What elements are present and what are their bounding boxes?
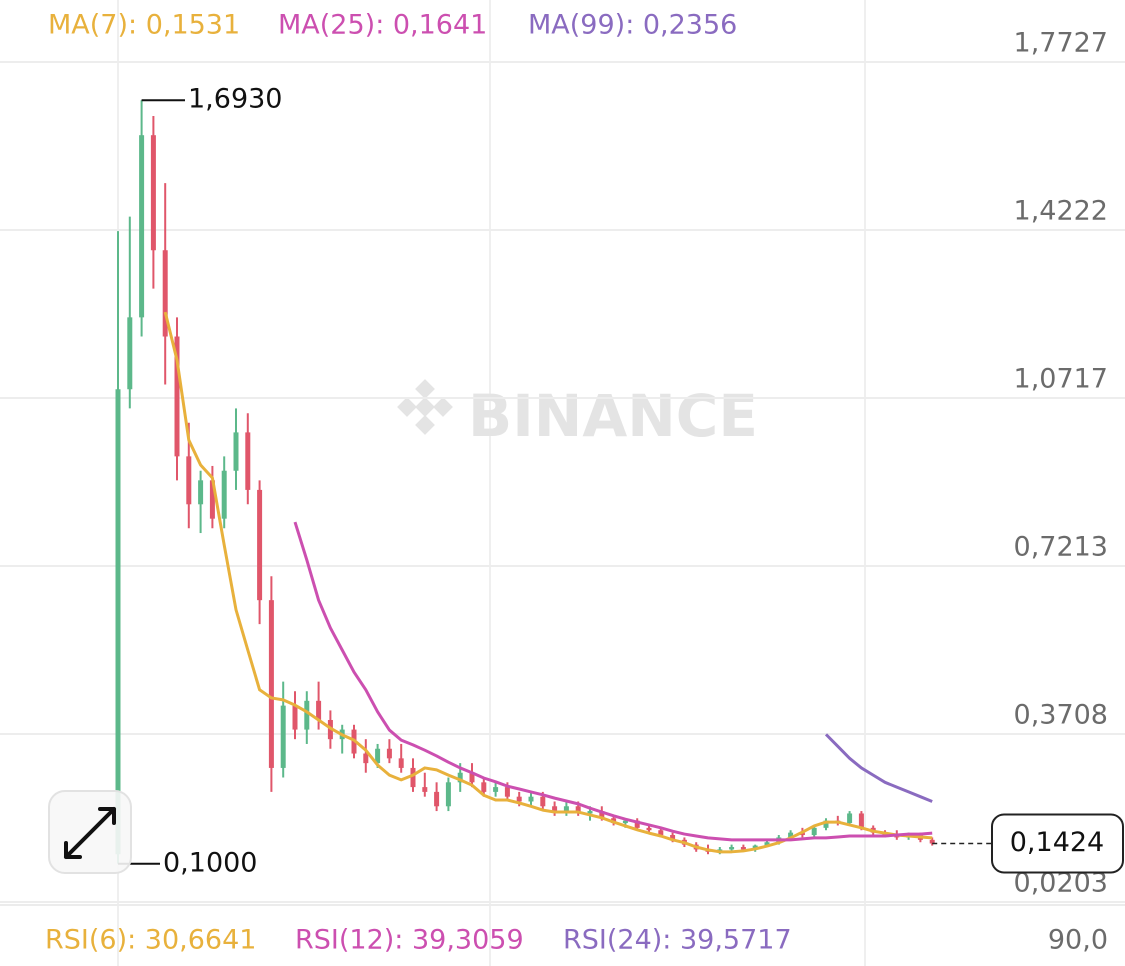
candle-body (587, 811, 593, 814)
y-tick-label: 1,7727 (1014, 28, 1108, 59)
candle-body (139, 135, 145, 318)
candle-body (233, 432, 239, 471)
candle-body (292, 705, 298, 730)
candle-body (150, 135, 156, 251)
candle-body (221, 470, 227, 519)
indicator-axis-label: 90,0 (1048, 925, 1108, 956)
candle-body (729, 847, 735, 850)
candle-body (670, 835, 676, 840)
candle-body (162, 250, 168, 337)
candle-body (847, 813, 853, 824)
logo-part (415, 415, 435, 435)
logo-part (415, 379, 435, 399)
candle-body (363, 753, 369, 764)
indicator-label: RSI(24): 39,5717 (563, 925, 792, 956)
y-tick-label: 0,3708 (1014, 699, 1108, 730)
candle-body (386, 748, 392, 759)
candle-body (398, 758, 404, 768)
legend-entry: MA(25): 0,1641 (278, 10, 487, 41)
candle-body (209, 480, 215, 519)
logo-part (433, 397, 453, 417)
candle-body (540, 796, 546, 807)
candle-body (563, 806, 569, 812)
expand-icon[interactable] (64, 807, 116, 859)
candle-body (646, 827, 652, 831)
candle-body (599, 811, 605, 819)
candle-body (504, 787, 510, 797)
candle-body (375, 748, 381, 764)
ma-line (824, 733, 933, 803)
candle-body (493, 787, 499, 792)
ma-line (163, 311, 933, 854)
candle-body (280, 705, 286, 768)
max-label: 1,6930 (188, 84, 282, 115)
legend-entry: MA(99): 0,2356 (528, 10, 737, 41)
candle-body (811, 827, 817, 836)
y-tick-label: 1,4222 (1014, 196, 1108, 227)
watermark: BINANCE (468, 382, 758, 450)
last-price-label: 0,1424 (1010, 827, 1104, 858)
candle-body (422, 787, 428, 792)
y-tick-label: 1,0717 (1014, 364, 1108, 395)
candle-body (516, 796, 522, 802)
candle-body (434, 791, 440, 807)
expand-button[interactable] (48, 790, 132, 874)
y-tick-label: 0,7213 (1014, 531, 1108, 562)
candle-body (634, 820, 640, 828)
candle-body (186, 456, 192, 505)
candle-body (198, 480, 204, 505)
candle-body (115, 389, 121, 855)
min-label: 0,1000 (163, 847, 257, 878)
candle-body (174, 336, 180, 457)
candle-body (622, 820, 628, 824)
legend-entry: MA(7): 0,1531 (48, 10, 240, 41)
candle-body (929, 839, 935, 844)
candle-body (788, 832, 794, 838)
indicator-label: RSI(6): 30,6641 (45, 925, 256, 956)
watermark-logo (397, 379, 453, 435)
candle-body (858, 813, 864, 828)
candle-body (481, 782, 487, 792)
candle-body (410, 767, 416, 788)
candle-body (528, 796, 534, 802)
ma-line (293, 521, 933, 842)
candle-body (469, 772, 475, 783)
candle-body (658, 830, 664, 836)
candle-body (304, 700, 310, 730)
logo-part (397, 397, 417, 417)
candle-body (575, 806, 581, 814)
candle-body (799, 832, 805, 836)
logo-part (415, 397, 435, 417)
candle-body (552, 806, 558, 812)
candle-body (257, 489, 263, 601)
candle-body (316, 700, 322, 720)
candle-body (127, 317, 133, 390)
candle-body (445, 782, 451, 807)
candle-body (268, 600, 274, 768)
candle-body (245, 432, 251, 490)
candle-body (764, 842, 770, 846)
candle-body (457, 772, 463, 783)
candle-body (823, 820, 829, 828)
last-price-box (991, 813, 1124, 874)
candle-body (740, 847, 746, 850)
indicator-label: RSI(12): 39,3059 (295, 925, 524, 956)
